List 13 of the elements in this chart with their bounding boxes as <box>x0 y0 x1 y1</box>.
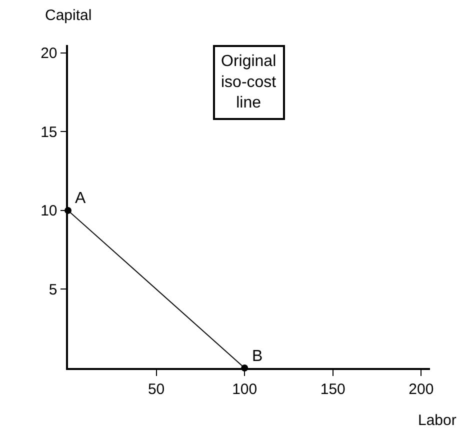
y-tick-label: 5 <box>48 281 58 298</box>
x-tick-label: 100 <box>232 380 258 398</box>
y-tick-label: 20 <box>40 45 58 62</box>
y-tick-label: 10 <box>40 202 58 220</box>
x-tick-label: 50 <box>148 380 165 398</box>
annotation: A <box>75 190 86 207</box>
x-tick-label: 150 <box>320 380 346 398</box>
annotation: B <box>252 348 263 365</box>
x-axis-title: Labor <box>418 412 456 429</box>
annotation: Original iso-cost line <box>221 53 277 112</box>
y-axis-title: Capital <box>45 7 92 24</box>
x-tick-label: 200 <box>408 380 434 398</box>
y-tick-label: 15 <box>40 124 58 141</box>
